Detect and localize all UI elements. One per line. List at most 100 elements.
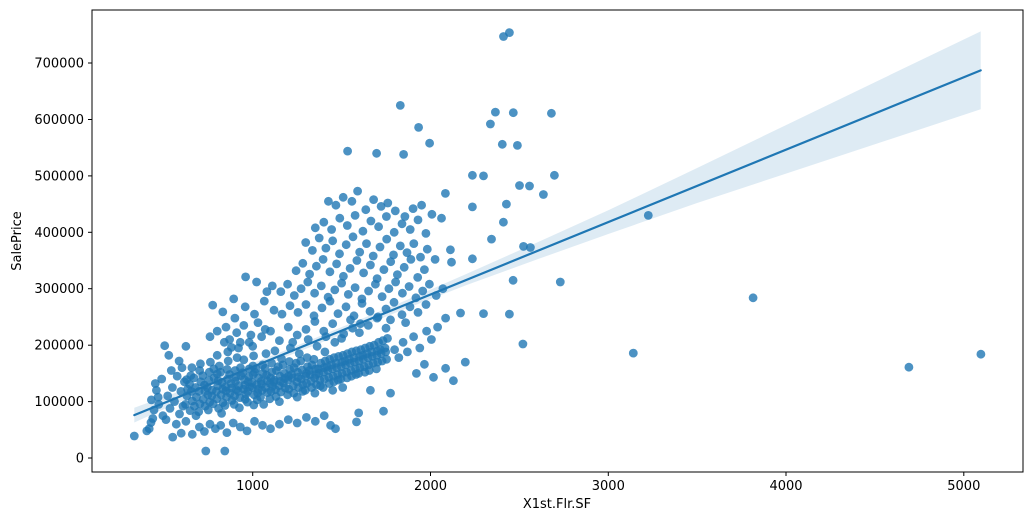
data-point <box>409 332 418 342</box>
data-point <box>296 284 306 294</box>
data-point <box>258 420 267 430</box>
data-point <box>408 204 418 214</box>
data-point <box>399 262 409 272</box>
plot-border <box>91 9 1024 473</box>
data-point <box>343 290 353 299</box>
data-point <box>293 308 303 317</box>
data-point <box>235 403 244 413</box>
data-point <box>324 196 333 206</box>
data-point <box>505 309 514 319</box>
data-point <box>158 411 168 421</box>
data-point <box>519 242 528 251</box>
data-point <box>163 391 173 401</box>
data-point <box>235 337 245 347</box>
data-point <box>425 138 434 148</box>
data-point <box>283 322 293 332</box>
data-point <box>303 335 313 344</box>
data-point <box>289 291 299 300</box>
data-point <box>176 387 186 396</box>
data-point <box>337 278 346 288</box>
data-point <box>421 229 431 238</box>
data-point <box>643 211 653 220</box>
data-point <box>412 369 421 378</box>
data-point <box>391 277 400 287</box>
data-point <box>148 414 158 423</box>
data-point <box>438 284 448 294</box>
data-point <box>325 267 335 277</box>
data-point <box>330 285 340 295</box>
y-tick-label: 300000 <box>34 282 84 297</box>
data-point <box>172 371 182 381</box>
scatter-points <box>129 28 986 456</box>
data-point <box>399 150 408 159</box>
data-point <box>437 213 446 223</box>
data-point <box>294 349 304 358</box>
x-tick-label: 1000 <box>236 479 269 494</box>
regression-line <box>133 69 982 417</box>
data-point <box>154 400 164 409</box>
data-point <box>345 264 355 273</box>
data-point <box>259 400 269 409</box>
data-point <box>216 367 225 377</box>
data-point <box>338 383 348 392</box>
data-point <box>431 291 441 300</box>
data-point <box>314 233 324 243</box>
data-point <box>342 221 352 230</box>
data-point <box>343 146 352 156</box>
data-point <box>249 351 258 361</box>
data-point <box>332 259 341 269</box>
data-point <box>232 328 242 338</box>
data-point <box>390 345 399 355</box>
data-point <box>380 343 390 353</box>
data-point <box>267 358 276 368</box>
data-point <box>418 286 428 296</box>
data-point <box>276 287 286 296</box>
axis-ticks: 1000 2000 3000 4000 5000 0 100000 200000 300000 4… <box>34 57 980 495</box>
data-point <box>515 181 524 190</box>
data-point <box>227 343 236 352</box>
data-point <box>327 225 336 234</box>
data-point <box>499 217 508 227</box>
data-point <box>301 238 311 247</box>
data-point <box>298 258 308 268</box>
data-point <box>252 277 261 287</box>
data-point <box>354 408 364 418</box>
data-point <box>341 240 351 250</box>
data-point <box>379 265 389 274</box>
data-point <box>386 388 395 398</box>
data-point <box>223 356 233 366</box>
data-point <box>177 363 187 373</box>
data-point <box>203 405 213 415</box>
data-point <box>222 428 232 437</box>
data-point <box>309 354 319 364</box>
data-point <box>425 279 434 289</box>
data-point <box>150 379 160 388</box>
data-point <box>180 377 189 387</box>
data-point <box>389 227 399 237</box>
data-point <box>379 406 388 416</box>
data-point <box>288 337 298 347</box>
data-point <box>198 371 208 380</box>
data-point <box>555 277 565 287</box>
data-point <box>301 300 311 309</box>
data-point <box>248 341 258 351</box>
data-point <box>230 313 240 323</box>
data-point <box>339 329 349 339</box>
data-point <box>518 339 528 349</box>
data-point <box>206 357 215 367</box>
data-point <box>404 282 414 291</box>
data-point <box>305 269 314 279</box>
data-point <box>427 335 436 344</box>
data-point <box>328 385 338 395</box>
data-point <box>355 328 364 338</box>
data-point <box>375 242 385 252</box>
data-point <box>312 341 322 351</box>
data-point <box>372 148 381 158</box>
data-point <box>232 353 242 362</box>
data-point <box>526 243 535 252</box>
y-axis-label: SalePrice <box>10 211 25 271</box>
data-point <box>422 244 432 254</box>
data-point <box>363 321 373 330</box>
data-point <box>398 288 407 298</box>
